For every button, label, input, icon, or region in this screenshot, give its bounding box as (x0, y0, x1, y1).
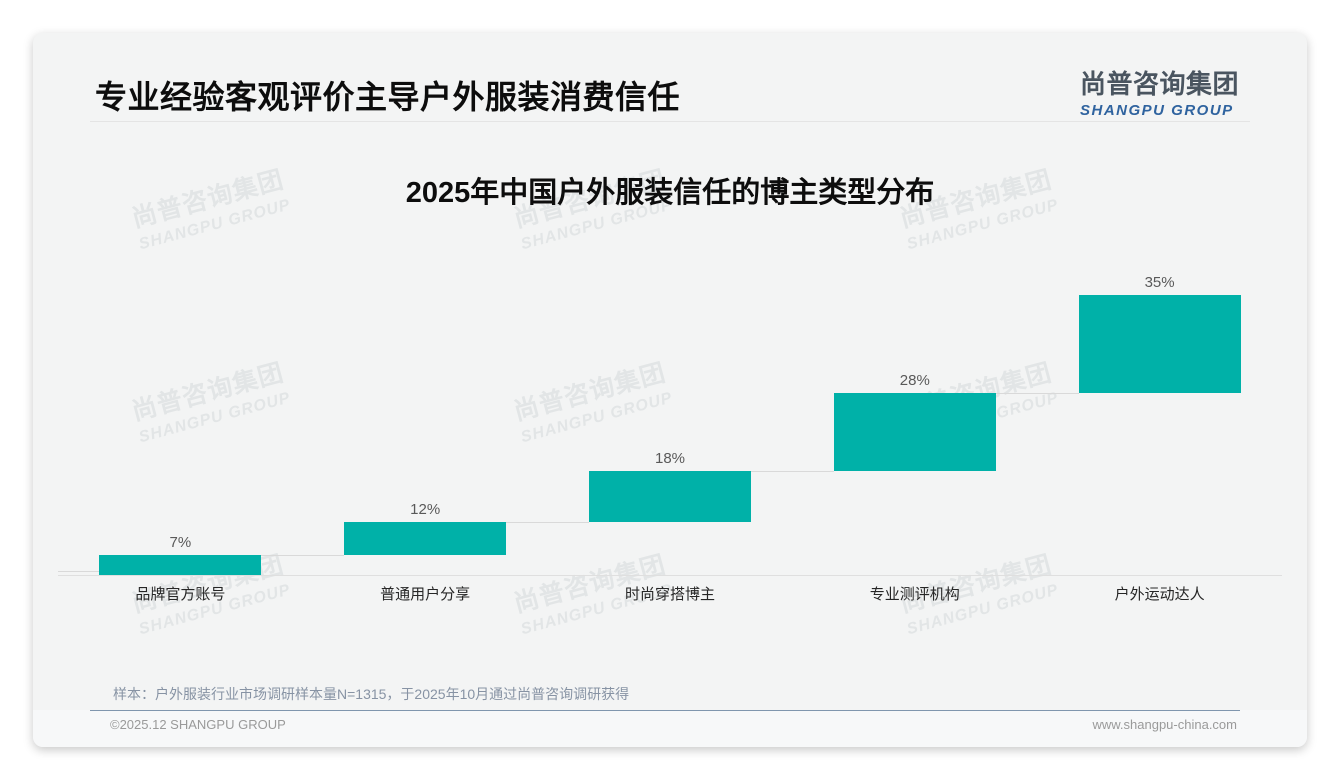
waterfall-bar (344, 521, 507, 556)
bar-value-label: 28% (899, 372, 930, 389)
x-axis-label: 专业测评机构 (869, 586, 960, 603)
waterfall-bar (589, 471, 751, 522)
copyright-text: ©2025.12 SHANGPU GROUP (110, 717, 286, 732)
x-axis-label: 普通用户分享 (380, 586, 471, 603)
waterfall-connector (58, 571, 100, 572)
page-title: 专业经验客观评价主导户外服装消费信任 (95, 79, 681, 115)
slide-card: 尚普咨询集团 SHANGPU GROUP 尚普咨询集团 SHANGPU GROUP 尚普… (33, 33, 1307, 747)
waterfall-bar (833, 393, 996, 472)
bar-value-label: 12% (410, 500, 441, 518)
x-axis-line (58, 575, 1282, 576)
footer-strip (33, 710, 1307, 747)
waterfall-connector (995, 393, 1079, 394)
waterfall-connector (261, 555, 345, 557)
x-axis-label: 户外运动达人 (1114, 586, 1205, 603)
brand-logo-cn: 尚普咨询集团 (1079, 69, 1239, 99)
x-axis-label: 品牌官方账号 (135, 586, 226, 603)
brand-logo: 尚普咨询集团 SHANGPU GROUP (1080, 64, 1239, 119)
bar-value-label: 35% (1144, 274, 1175, 291)
waterfall-bar (99, 555, 262, 575)
sample-footnote: 样本：户外服装行业市场调研样本量N=1315，于2025年10月通过尚普咨询调研… (113, 686, 630, 702)
chart-title: 2025年中国户外服装信任的博主类型分布 (405, 177, 935, 209)
bar-value-label: 7% (169, 534, 192, 552)
website-url: www.shangpu-china.com (1092, 717, 1237, 732)
brand-logo-en: SHANGPU GROUP (1079, 102, 1234, 119)
waterfall-plot: 7% 品牌官方账号 12% 普通用户分享 18% 时尚穿搭博主 28% 专业测评机构 35% 户外… (33, 33, 1307, 747)
x-axis-label: 时尚穿搭博主 (624, 586, 715, 603)
footer-divider (90, 710, 1240, 711)
waterfall-connector (751, 471, 834, 473)
waterfall-connector (506, 521, 589, 523)
title-divider (90, 121, 1250, 122)
waterfall-bar (1078, 295, 1241, 393)
bar-value-label: 18% (654, 450, 686, 468)
